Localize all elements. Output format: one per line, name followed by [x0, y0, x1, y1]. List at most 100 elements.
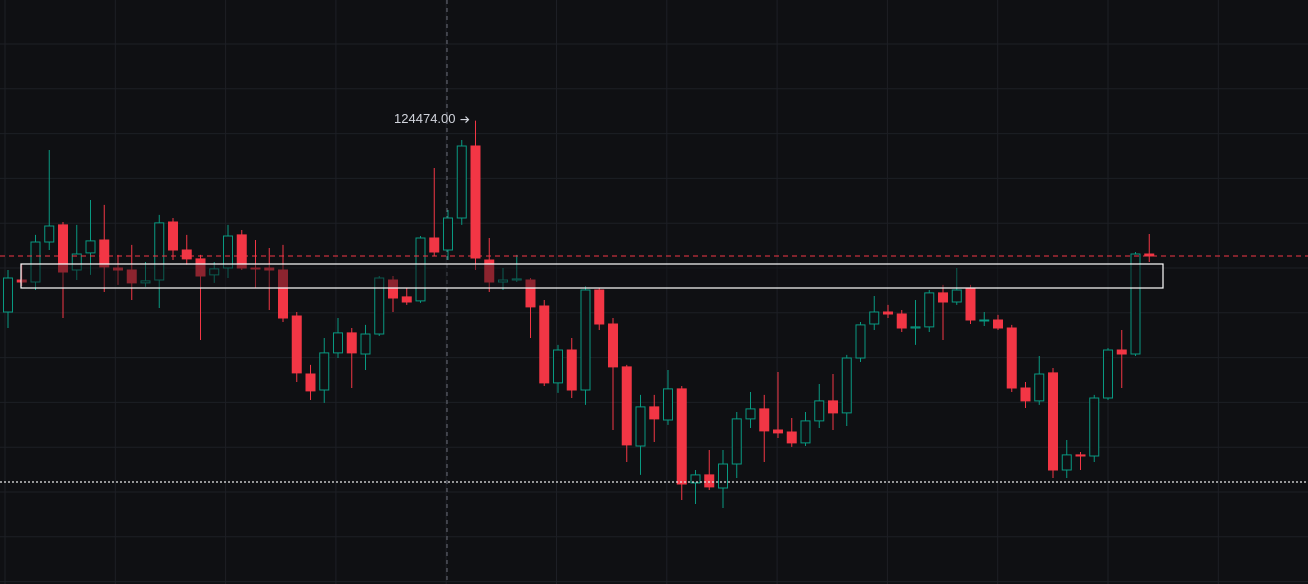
candle-body [1144, 253, 1155, 257]
candle-body [676, 388, 687, 485]
candle [498, 268, 508, 290]
candle-body [993, 319, 1003, 329]
candle [553, 344, 563, 393]
candle-body [30, 241, 41, 283]
candle [1006, 324, 1017, 392]
candle [113, 254, 123, 285]
candle-body [99, 239, 110, 268]
candle-body [965, 288, 976, 321]
candle-body [388, 279, 398, 299]
candle-body [704, 474, 715, 488]
candle [1020, 382, 1031, 408]
candle-body [1103, 349, 1113, 399]
candle-body [663, 388, 673, 421]
candle [649, 394, 660, 442]
candle-body [429, 237, 440, 253]
candle-body [58, 224, 68, 273]
candle [126, 244, 137, 300]
candle [745, 392, 756, 428]
candle-body [374, 277, 385, 335]
candle-body [401, 296, 412, 303]
candle-body [525, 279, 536, 308]
candle-body [154, 222, 165, 281]
candle-body [883, 311, 893, 315]
candle [759, 394, 770, 462]
candle-body [745, 408, 756, 420]
candle-body [855, 324, 866, 359]
candle-body [924, 292, 935, 328]
candle-body [113, 267, 123, 271]
candle [828, 374, 838, 430]
candle-body [443, 217, 453, 251]
candle [924, 290, 935, 332]
candle-body [498, 279, 508, 283]
candle-body [800, 420, 811, 444]
candle [1103, 348, 1113, 400]
candle [181, 234, 192, 265]
candle [704, 450, 715, 490]
candle [951, 268, 962, 305]
candle-body [608, 323, 618, 368]
candle [1144, 234, 1155, 262]
candle-body [718, 463, 728, 489]
candle [993, 314, 1003, 330]
candle [195, 254, 206, 340]
candle [511, 254, 522, 282]
candle-body [1020, 387, 1031, 402]
candle-body [621, 366, 632, 446]
candle-body [731, 418, 742, 465]
candle [236, 230, 247, 270]
candle [3, 270, 13, 328]
candle-body [319, 352, 330, 391]
candle [896, 310, 907, 332]
candle-body [594, 289, 605, 325]
candle [608, 318, 618, 430]
candle-body [223, 235, 233, 269]
candle-body [938, 292, 948, 303]
candle-body [979, 319, 990, 322]
candle [71, 224, 82, 280]
candle-body [1034, 373, 1045, 402]
candle [1130, 252, 1141, 356]
candle-body [195, 258, 206, 277]
candle-body [539, 305, 550, 384]
candle [319, 338, 330, 403]
candle-body [951, 289, 962, 303]
candle-body [828, 400, 838, 414]
candle [1034, 356, 1045, 405]
candle-body [291, 315, 302, 374]
candle [443, 210, 453, 260]
candle-body [910, 326, 921, 329]
candle [401, 288, 412, 305]
candle [85, 200, 96, 275]
candle [869, 296, 880, 330]
candle [16, 264, 27, 286]
candle-body [126, 269, 137, 284]
candle-body [1130, 253, 1141, 355]
candle [690, 470, 701, 504]
candle-body [690, 474, 701, 484]
candle [635, 394, 646, 475]
candle [44, 150, 55, 250]
candle-body [484, 259, 495, 283]
candle-body [1116, 349, 1127, 355]
zone-box [20, 263, 1164, 289]
candle [278, 244, 288, 322]
high-label: 124474.00 [394, 111, 455, 126]
candle [484, 238, 495, 292]
candle-body [85, 240, 96, 254]
candle-body [16, 279, 27, 283]
candle-body [181, 249, 192, 260]
candle-body [896, 313, 907, 329]
candle [979, 312, 990, 326]
candle-body [415, 237, 426, 302]
candle [814, 384, 825, 428]
candle [883, 304, 893, 318]
candle [154, 214, 165, 308]
candle [140, 262, 151, 287]
candle-body [3, 277, 13, 313]
candle-body [456, 145, 467, 219]
